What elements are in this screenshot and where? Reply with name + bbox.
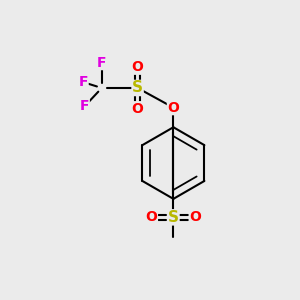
Text: S: S: [132, 80, 143, 95]
Text: O: O: [167, 100, 179, 115]
Text: S: S: [168, 210, 179, 225]
Text: F: F: [79, 75, 88, 89]
Text: O: O: [146, 210, 158, 224]
Text: O: O: [132, 102, 143, 116]
Text: F: F: [97, 56, 106, 70]
Text: O: O: [189, 210, 201, 224]
Text: O: O: [132, 60, 143, 74]
Text: F: F: [80, 100, 89, 113]
